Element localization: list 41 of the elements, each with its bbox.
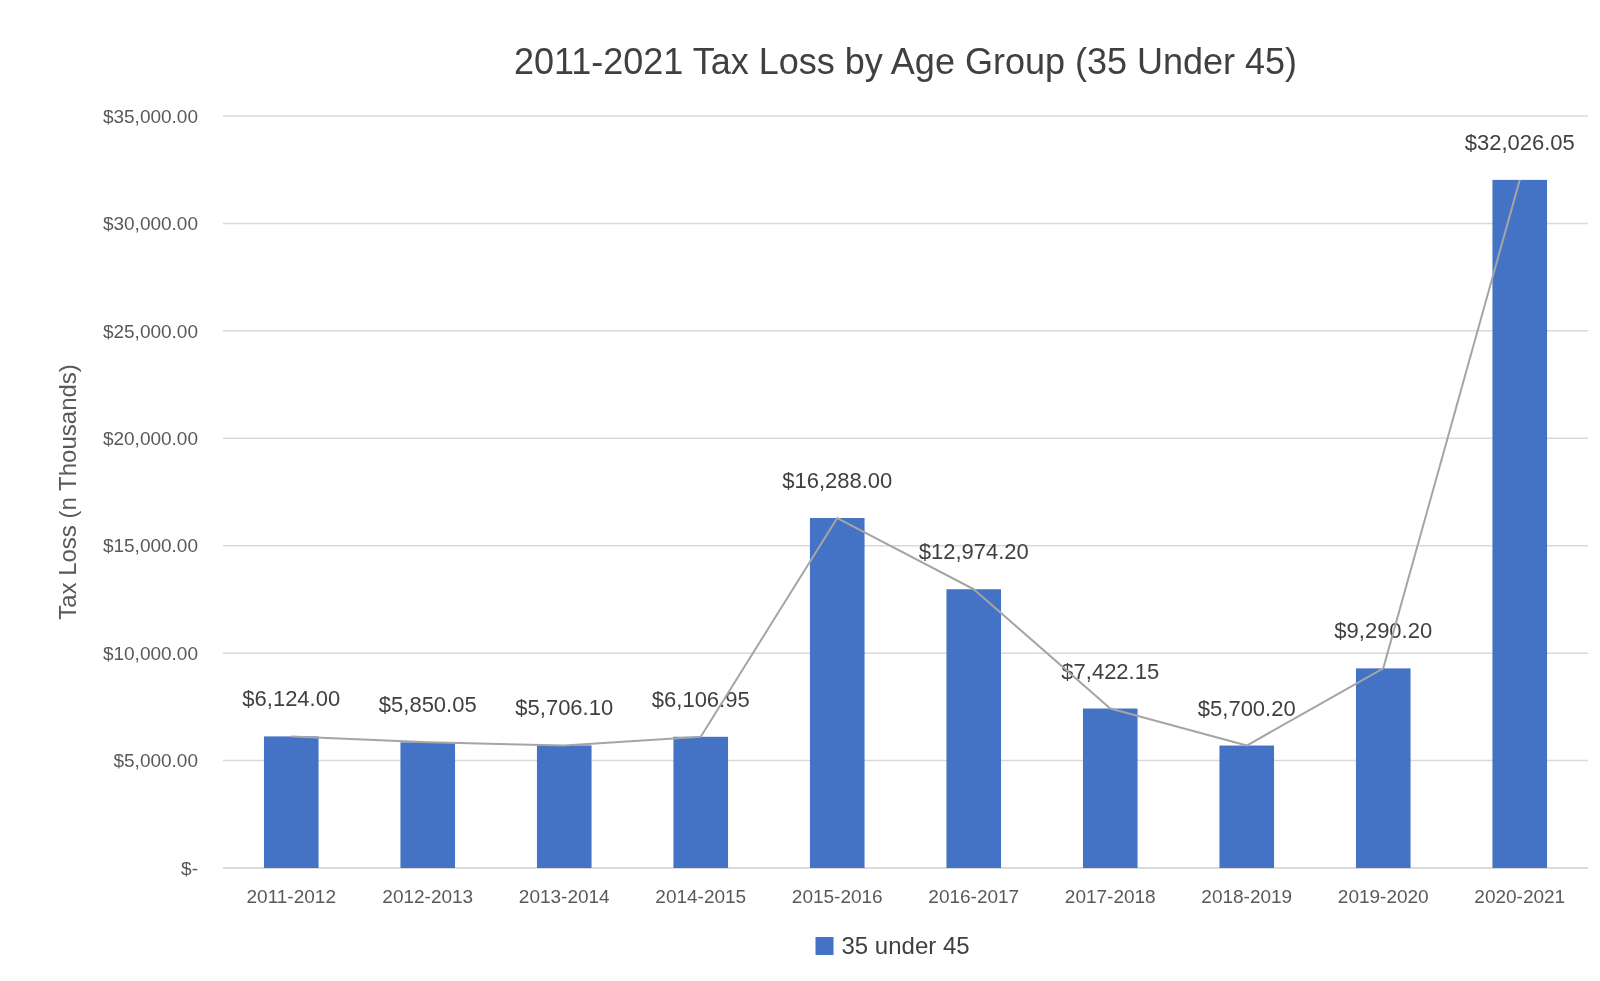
- bar: [263, 736, 319, 868]
- bar: [809, 518, 865, 868]
- data-label: $6,106.95: [651, 686, 750, 712]
- bar: [946, 589, 1002, 868]
- bar: [400, 742, 456, 868]
- data-label: $32,026.05: [1464, 129, 1575, 155]
- y-tick-label: $20,000.00: [102, 427, 198, 449]
- data-label: $16,288.00: [782, 468, 893, 494]
- y-tick-label: $25,000.00: [102, 320, 198, 342]
- y-tick-label: $15,000.00: [102, 535, 198, 557]
- bar: [673, 736, 729, 868]
- data-label: $12,974.20: [918, 539, 1029, 565]
- chart-title: 2011-2021 Tax Loss by Age Group (35 Under 45): [513, 41, 1298, 82]
- x-tick-label: 2015-2016: [791, 886, 883, 907]
- y-tick-label: $-: [181, 857, 198, 879]
- y-axis-title: Tax Loss (n Thousands): [54, 364, 81, 620]
- data-label: $5,706.10: [515, 695, 614, 721]
- data-label: $5,850.05: [378, 692, 477, 718]
- x-tick-label: 2020-2021: [1474, 886, 1566, 907]
- x-tick-label: 2012-2013: [382, 886, 474, 907]
- data-label: $6,124.00: [242, 686, 341, 712]
- x-tick-label: 2013-2014: [518, 886, 611, 907]
- data-label: $5,700.20: [1197, 695, 1296, 721]
- bar: [1082, 708, 1138, 868]
- x-tick-label: 2018-2019: [1201, 886, 1293, 907]
- x-tick-label: 2014-2015: [655, 886, 747, 907]
- data-label: $9,290.20: [1334, 618, 1433, 644]
- data-label: $7,422.15: [1061, 658, 1160, 684]
- x-tick-label: 2019-2020: [1337, 886, 1429, 907]
- bar: [536, 745, 592, 868]
- legend-label: 35 under 45: [841, 932, 970, 960]
- bar: [1492, 179, 1548, 868]
- x-tick-label: 2016-2017: [928, 886, 1020, 907]
- bar: [1219, 745, 1275, 868]
- y-tick-label: $35,000.00: [102, 105, 198, 127]
- y-tick-label: $5,000.00: [113, 750, 198, 772]
- x-tick-label: 2011-2012: [246, 886, 336, 907]
- x-tick-label: 2017-2018: [1064, 886, 1156, 907]
- y-tick-label: $30,000.00: [102, 213, 198, 235]
- bar: [1355, 668, 1411, 868]
- y-tick-label: $10,000.00: [102, 642, 198, 664]
